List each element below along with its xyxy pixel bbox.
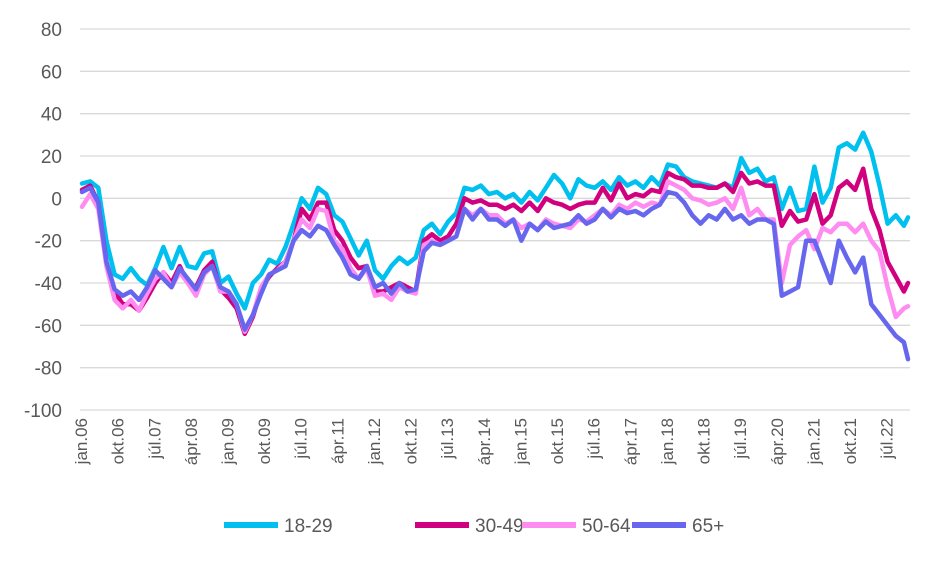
x-tick-label: ápr.17 [621,418,640,465]
legend: 18-29 30-49 50-64 65+ [224,516,724,537]
x-tick-label: jan.12 [365,418,384,465]
legend-label: 65+ [692,516,724,537]
y-tick-label: 20 [41,147,62,168]
x-tick-label: júl.16 [585,418,604,460]
y-tick-label: -40 [35,274,62,295]
y-tick-label: -80 [35,359,62,380]
legend-label: 50-64 [582,516,631,537]
x-tick-label: okt.15 [548,418,567,464]
legend-item: 65+ [632,516,724,537]
legend-label: 18-29 [284,516,333,537]
x-tick-label: jan.09 [219,418,238,465]
x-tick-label: okt.21 [841,418,860,464]
legend-label: 30-49 [475,516,524,537]
x-tick-label: jan.21 [804,418,823,465]
x-axis-tick-labels: jan.06 okt.06 júl.07 ápr.08 jan.09 okt.09 júl.… [72,418,897,465]
y-axis-tick-labels: 80 60 40 20 0 -20 -40 -60 -80 -100 [24,20,62,422]
legend-item: 30-49 [415,516,524,537]
y-tick-label: -20 [35,232,62,253]
x-tick-label: júl.10 [292,418,311,460]
legend-item: 50-64 [522,516,631,537]
x-tick-label: júl.19 [731,418,750,460]
x-tick-label: júl.07 [145,418,164,460]
y-tick-label: -60 [35,316,62,337]
y-tick-label: 60 [41,62,62,83]
series-line-50-64 [79,179,911,334]
series-line-65+ [79,185,911,362]
series-lines [79,130,911,362]
x-tick-label: jan.06 [72,418,91,465]
x-tick-label: okt.09 [255,418,274,464]
y-tick-label: 40 [41,105,62,126]
x-tick-label: ápr.08 [182,418,201,465]
legend-item: 18-29 [224,516,333,537]
x-tick-label: ápr.14 [475,418,494,465]
x-tick-label: ápr.20 [768,418,787,465]
x-tick-label: okt.12 [402,418,421,464]
x-tick-label: júl.22 [878,418,897,460]
y-tick-label: 0 [51,189,62,210]
y-tick-label: -100 [24,401,62,422]
y-tick-label: 80 [41,20,62,41]
x-tick-label: júl.13 [438,418,457,460]
x-tick-label: ápr.11 [328,418,347,464]
x-tick-label: okt.06 [109,418,128,464]
x-tick-label: jan.18 [658,418,677,465]
x-tick-label: okt.18 [695,418,714,464]
x-tick-label: jan.15 [511,418,530,465]
